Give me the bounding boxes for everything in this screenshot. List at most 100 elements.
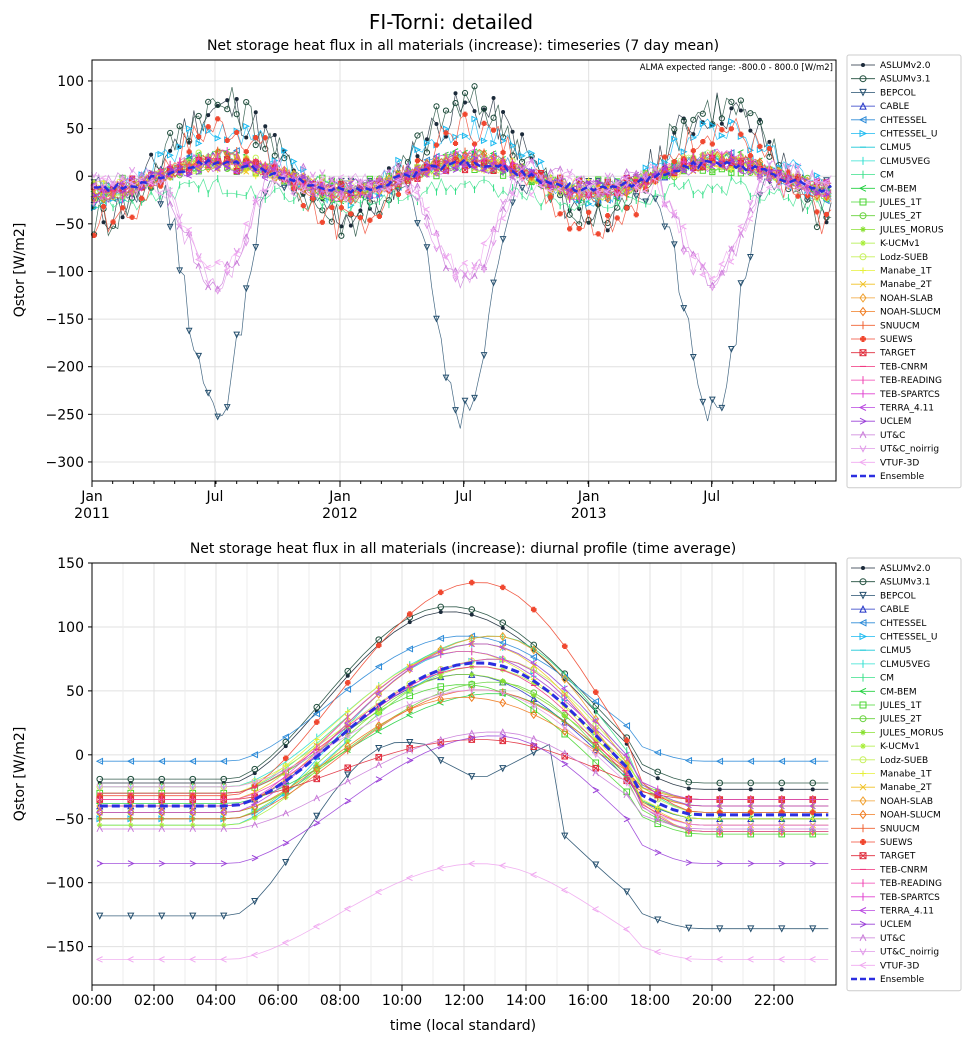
legend-label: CLMU5 (880, 646, 911, 656)
legend-label: CLMU5VEG (880, 660, 930, 670)
timeseries-legend: ASLUMv2.0 ASLUMv3.1 BEPCOL CABLE CHTESSEL CHT… (846, 54, 962, 489)
diurnal-legend: ASLUMv2.0 ASLUMv3.1 BEPCOL CABLE CHTESSEL CHT… (846, 557, 962, 992)
legend-label: Ensemble (880, 975, 925, 985)
x-tick-year: 2012 (322, 506, 358, 522)
x-tick-label: Jan (328, 489, 351, 505)
legend-label: TEB-READING (879, 879, 942, 889)
legend-item: TEB-CNRM (851, 362, 928, 372)
diurnal-title: Net storage heat flux in all materials (… (190, 541, 736, 557)
legend-item: CLMU5 (851, 143, 911, 153)
legend-label: ASLUMv2.0 (880, 61, 931, 71)
legend-item: Lodz-SUEB (851, 756, 928, 766)
legend-label: UT&C_noirrig (880, 948, 939, 958)
diurnal-x-label: time (local standard) (390, 1018, 536, 1034)
diurnal-line (95, 632, 829, 765)
legend-item: UT&C_noirrig (851, 948, 939, 958)
y-tick-label: −100 (46, 876, 84, 892)
legend-item: CHTESSEL_U (851, 130, 937, 140)
legend-label: CHTESSEL (880, 116, 926, 126)
legend-item: CABLE (851, 101, 910, 112)
legend-label: Manabe_1T (880, 770, 932, 780)
legend-label: JULES_1T (879, 701, 922, 711)
y-tick-label: 100 (57, 74, 84, 90)
legend-label: VTUF-3D (880, 961, 919, 971)
timeseries-line (90, 173, 832, 429)
legend-item: UT&C_noirrig (851, 445, 939, 455)
legend-item: CLMU5 (851, 646, 911, 656)
timeseries-line (93, 173, 832, 215)
legend-item: JULES_2T (851, 715, 922, 725)
diurnal-y-label: Qstor [W/m2] (12, 727, 28, 822)
legend-item: TERRA_4.11 (851, 907, 934, 917)
legend-item: UT&C (851, 933, 905, 944)
legend-label: NOAH-SLAB (880, 797, 933, 807)
diurnal-y-ticks: 150 100 50 0 −50 −100 −150 (46, 556, 92, 956)
legend-item: CM (851, 674, 894, 684)
legend-label: UCLEM (880, 920, 911, 930)
x-tick-label: 06:00 (258, 993, 298, 1009)
legend-label: UCLEM (880, 417, 911, 427)
legend-label: Manabe_2T (880, 783, 932, 793)
legend-item: CM-BEM (851, 184, 917, 194)
x-tick-label: 12:00 (444, 993, 484, 1009)
legend-item: TEB-READING (851, 879, 942, 889)
legend-label: SNUUCM (880, 824, 920, 834)
legend-label: UT&C_noirrig (880, 445, 939, 455)
legend-label: Manabe_2T (880, 280, 932, 290)
legend-item: BEPCOL (851, 88, 916, 98)
y-tick-label: −50 (54, 812, 84, 828)
y-tick-label: −300 (46, 455, 84, 471)
legend-label: K-UCMv1 (880, 239, 920, 249)
legend-label: SUEWS (880, 335, 913, 345)
legend-label: TEB-SPARTCS (879, 893, 940, 903)
legend-label: SNUUCM (880, 321, 920, 331)
legend-label: BEPCOL (880, 88, 916, 98)
diurnal-line (97, 610, 829, 792)
legend-item: CM-BEM (851, 687, 917, 697)
y-tick-label: 150 (57, 556, 84, 572)
x-tick-label: Jul (454, 489, 472, 505)
diurnal-grid (91, 562, 836, 985)
figure-suptitle: FI-Torni: detailed (369, 10, 533, 34)
legend-item: JULES_1T (851, 198, 922, 208)
legend-label: TEB-SPARTCS (879, 390, 940, 400)
diurnal-line (96, 656, 829, 816)
legend-item: UCLEM (851, 920, 911, 930)
legend-item: SNUUCM (851, 824, 920, 834)
x-tick-label: 16:00 (568, 993, 608, 1009)
legend-item: CHTESSEL (851, 116, 926, 126)
legend-item: ASLUMv3.1 (851, 578, 930, 588)
legend-item: TEB-SPARTCS (851, 390, 940, 400)
legend-item: JULES_1T (851, 701, 922, 711)
x-tick-year: 2013 (571, 506, 607, 522)
legend-item: ASLUMv3.1 (851, 75, 930, 85)
legend-label: CM-BEM (880, 687, 917, 697)
x-tick-label: Jan (80, 489, 103, 505)
timeseries-y-label: Qstor [W/m2] (12, 223, 28, 318)
legend-label: CLMU5 (880, 143, 911, 153)
y-tick-label: 50 (66, 684, 84, 700)
diurnal-line (96, 686, 829, 830)
legend-item: CLMU5VEG (851, 157, 930, 167)
x-tick-label: 08:00 (320, 993, 360, 1009)
legend-item: TERRA_4.11 (851, 404, 934, 414)
x-tick-label: 14:00 (506, 993, 546, 1009)
legend-item: JULES_2T (851, 212, 922, 222)
y-tick-label: −50 (54, 217, 84, 233)
legend-item: TARGET (851, 852, 916, 862)
legend-label: ASLUMv3.1 (880, 578, 930, 588)
legend-label: UT&C (880, 934, 905, 944)
legend-item: UT&C (851, 430, 905, 441)
y-tick-label: −250 (46, 407, 84, 423)
y-tick-label: −100 (46, 264, 84, 280)
y-tick-label: −150 (46, 312, 84, 328)
legend-label: TARGET (879, 349, 916, 359)
legend-label: NOAH-SLUCM (880, 811, 941, 821)
x-tick-label: 02:00 (134, 993, 174, 1009)
y-tick-label: 100 (57, 620, 84, 636)
legend-label: TEB-CNRM (879, 362, 928, 372)
legend-item: Ensemble (851, 472, 925, 482)
legend-item: K-UCMv1 (851, 742, 920, 752)
legend-item: Ensemble (851, 975, 925, 985)
